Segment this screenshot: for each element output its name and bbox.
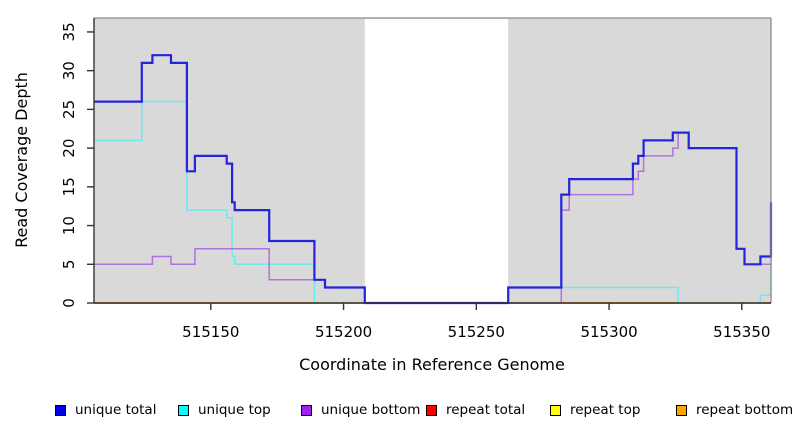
x-tick-label-515350: 515350 [713, 323, 770, 341]
repeat-top-swatch-icon [550, 404, 561, 416]
legend-label: unique bottom [321, 402, 421, 418]
unique-top-swatch-icon [178, 404, 189, 416]
gap-region [364, 19, 509, 303]
y-tick-label-5: 5 [60, 260, 78, 270]
y-tick-label-0: 0 [60, 298, 78, 308]
unique-total-swatch-icon [55, 404, 66, 416]
plot-panel [94, 18, 771, 303]
y-tick-label-35: 35 [60, 22, 78, 41]
y-axis-title: Read Coverage Depth [12, 72, 31, 248]
x-axis-title: Coordinate in Reference Genome [299, 355, 565, 374]
legend-label: repeat total [446, 402, 526, 418]
legend-label: unique total [75, 402, 157, 418]
x-tick-label-515200: 515200 [315, 323, 372, 341]
legend-item-unique-top: unique top [178, 401, 271, 419]
repeat-bottom-swatch-icon [676, 404, 687, 416]
unique-bottom-swatch-icon [301, 404, 312, 416]
y-tick-label-15: 15 [60, 177, 78, 196]
repeat-total-swatch-icon [426, 404, 437, 416]
axes [87, 17, 772, 310]
legend-item-unique-bottom: unique bottom [301, 401, 420, 419]
y-tick-label-20: 20 [60, 139, 78, 158]
legend-item-repeat-top: repeat top [550, 401, 640, 419]
legend-label: unique top [198, 402, 271, 418]
legend-label: repeat top [570, 402, 641, 418]
legend: unique total unique top unique bottom re… [0, 401, 792, 423]
legend-item-repeat-bottom: repeat bottom [676, 401, 792, 419]
x-tick-label-515300: 515300 [580, 323, 637, 341]
y-tick-label-25: 25 [60, 100, 78, 119]
x-tick-label-515250: 515250 [448, 323, 505, 341]
tick-labels: 0 5 10 15 20 25 30 35 515150 515200 515250 515300 51… [60, 22, 770, 341]
x-tick-label-515150: 515150 [182, 323, 239, 341]
legend-item-repeat-total: repeat total [426, 401, 525, 419]
legend-label: repeat bottom [696, 402, 792, 418]
legend-item-unique-total: unique total [55, 401, 156, 419]
y-tick-label-10: 10 [60, 216, 78, 235]
y-tick-label-30: 30 [60, 61, 78, 80]
